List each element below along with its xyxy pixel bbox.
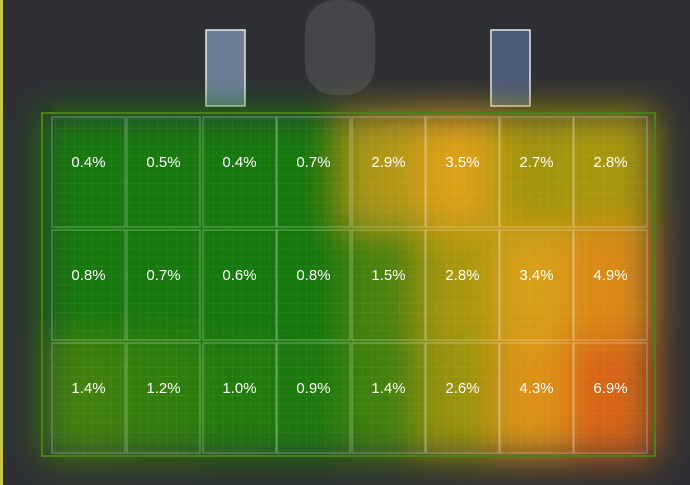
- solar-panel: [573, 116, 648, 228]
- solar-panel: [126, 342, 201, 454]
- solar-panel: [351, 116, 426, 228]
- solar-panel: [51, 116, 126, 228]
- shading-label: 2.6%: [445, 380, 479, 397]
- solar-panel: [499, 229, 574, 341]
- shading-label: 0.7%: [146, 267, 180, 284]
- solar-panel: [51, 229, 126, 341]
- shading-label: 4.3%: [519, 380, 553, 397]
- shading-label: 0.7%: [296, 154, 330, 171]
- solar-panel: [276, 342, 351, 454]
- shading-label: 1.5%: [371, 267, 405, 284]
- shading-label: 6.9%: [593, 380, 627, 397]
- panel-grid: 0.4% 0.5% 0.4% 0.7% 2.9% 3.5% 2.7% 2.8% 0.8% 0.7%…: [51, 116, 648, 454]
- shading-label: 3.4%: [519, 267, 553, 284]
- solar-panel: [425, 116, 500, 228]
- skylight: [490, 29, 531, 107]
- solar-panel: [276, 116, 351, 228]
- solar-panel: [499, 116, 574, 228]
- solar-panel: [202, 342, 277, 454]
- solar-panel: [126, 116, 201, 228]
- solar-panel: [351, 342, 426, 454]
- shading-label: 0.9%: [296, 380, 330, 397]
- solar-panel: [573, 229, 648, 341]
- solar-panel: [351, 229, 426, 341]
- shading-label: 2.8%: [445, 267, 479, 284]
- shading-label: 1.0%: [222, 380, 256, 397]
- shading-label: 1.4%: [371, 380, 405, 397]
- edge: [0, 0, 3, 485]
- shading-label: 0.6%: [222, 267, 256, 284]
- solar-panel: [51, 342, 126, 454]
- solar-panel: [276, 229, 351, 341]
- solar-panel: [425, 342, 500, 454]
- solar-panel: [573, 342, 648, 454]
- shading-label: 4.9%: [593, 267, 627, 284]
- shading-label: 2.8%: [593, 154, 627, 171]
- shading-label: 0.4%: [71, 154, 105, 171]
- shading-label: 1.2%: [146, 380, 180, 397]
- shading-label: 1.4%: [71, 380, 105, 397]
- solar-panel: [202, 116, 277, 228]
- shading-label: 2.9%: [371, 154, 405, 171]
- solar-panel: [126, 229, 201, 341]
- solar-panel: [499, 342, 574, 454]
- solar-panel: [425, 229, 500, 341]
- shading-label: 0.8%: [296, 267, 330, 284]
- shading-label: 0.4%: [222, 154, 256, 171]
- shading-label: 0.5%: [146, 154, 180, 171]
- skylight: [205, 29, 246, 107]
- array-border: [41, 112, 656, 457]
- shading-label: 0.8%: [71, 267, 105, 284]
- chimney-shadow: [305, 0, 375, 95]
- shading-label: 2.7%: [519, 154, 553, 171]
- shading-label: 3.5%: [445, 154, 479, 171]
- solar-panel: [202, 229, 277, 341]
